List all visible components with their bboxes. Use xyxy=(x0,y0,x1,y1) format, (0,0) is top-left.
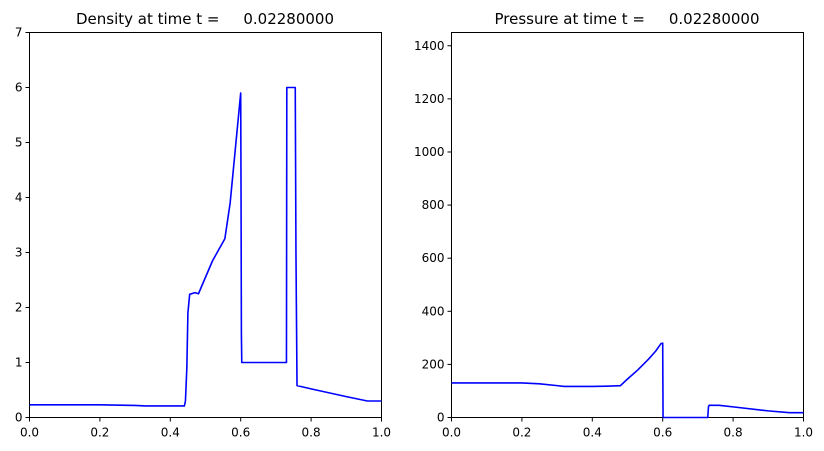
pressure-y-tick-label: 1400 xyxy=(414,39,445,53)
pressure-y-tick-label: 0 xyxy=(437,411,445,425)
density-y-tick-label: 2 xyxy=(15,301,23,315)
density-ticks: 0.0 0.2 0.4 0.6 0.8 1.0 0 1 2 3 4 5 6 7 xyxy=(15,26,391,440)
density-x-tick-label: 1.0 xyxy=(372,426,391,440)
pressure-x-tick-label: 0.6 xyxy=(653,426,672,440)
density-x-tick-label: 0.8 xyxy=(302,426,321,440)
pressure-y-tick-label: 200 xyxy=(422,357,445,371)
pressure-y-tick-label: 600 xyxy=(422,251,445,265)
pressure-ticks: 0.0 0.2 0.4 0.6 0.8 1.0 0 200 400 600 800 1000 1200 1… xyxy=(414,39,813,440)
pressure-axes-frame xyxy=(451,32,804,418)
pressure-panel: Pressure at time t = 0.02280000 0.0 0.2 0.… xyxy=(414,10,813,440)
pressure-y-tick-label: 800 xyxy=(422,198,445,212)
density-axes-frame xyxy=(29,32,382,418)
pressure-y-tick-label: 1200 xyxy=(414,92,445,106)
density-x-tick-label: 0.6 xyxy=(231,426,250,440)
pressure-x-tick-label: 0.4 xyxy=(583,426,602,440)
pressure-x-tick-label: 0.0 xyxy=(442,426,461,440)
density-y-tick-label: 1 xyxy=(15,356,23,370)
density-y-tick-label: 5 xyxy=(15,136,23,150)
density-x-tick-label: 0.2 xyxy=(90,426,109,440)
density-x-tick-label: 0.4 xyxy=(161,426,180,440)
pressure-x-tick-label: 1.0 xyxy=(794,426,813,440)
density-y-tick-label: 0 xyxy=(15,411,23,425)
pressure-y-tick-label: 400 xyxy=(422,304,445,318)
pressure-x-tick-label: 0.8 xyxy=(724,426,743,440)
density-y-tick-label: 4 xyxy=(15,191,23,205)
density-panel: Density at time t = 0.02280000 0.0 0.2 0.4… xyxy=(15,10,391,440)
pressure-title: Pressure at time t = 0.02280000 xyxy=(494,10,759,28)
pressure-series-line xyxy=(451,342,804,419)
density-title: Density at time t = 0.02280000 xyxy=(76,10,334,28)
density-x-tick-label: 0.0 xyxy=(20,426,39,440)
pressure-x-tick-label: 0.2 xyxy=(512,426,531,440)
pressure-y-tick-label: 1000 xyxy=(414,145,445,159)
density-y-tick-label: 6 xyxy=(15,81,23,95)
density-y-tick-label: 7 xyxy=(15,26,23,40)
density-series-line xyxy=(29,86,382,407)
density-y-tick-label: 3 xyxy=(15,246,23,260)
